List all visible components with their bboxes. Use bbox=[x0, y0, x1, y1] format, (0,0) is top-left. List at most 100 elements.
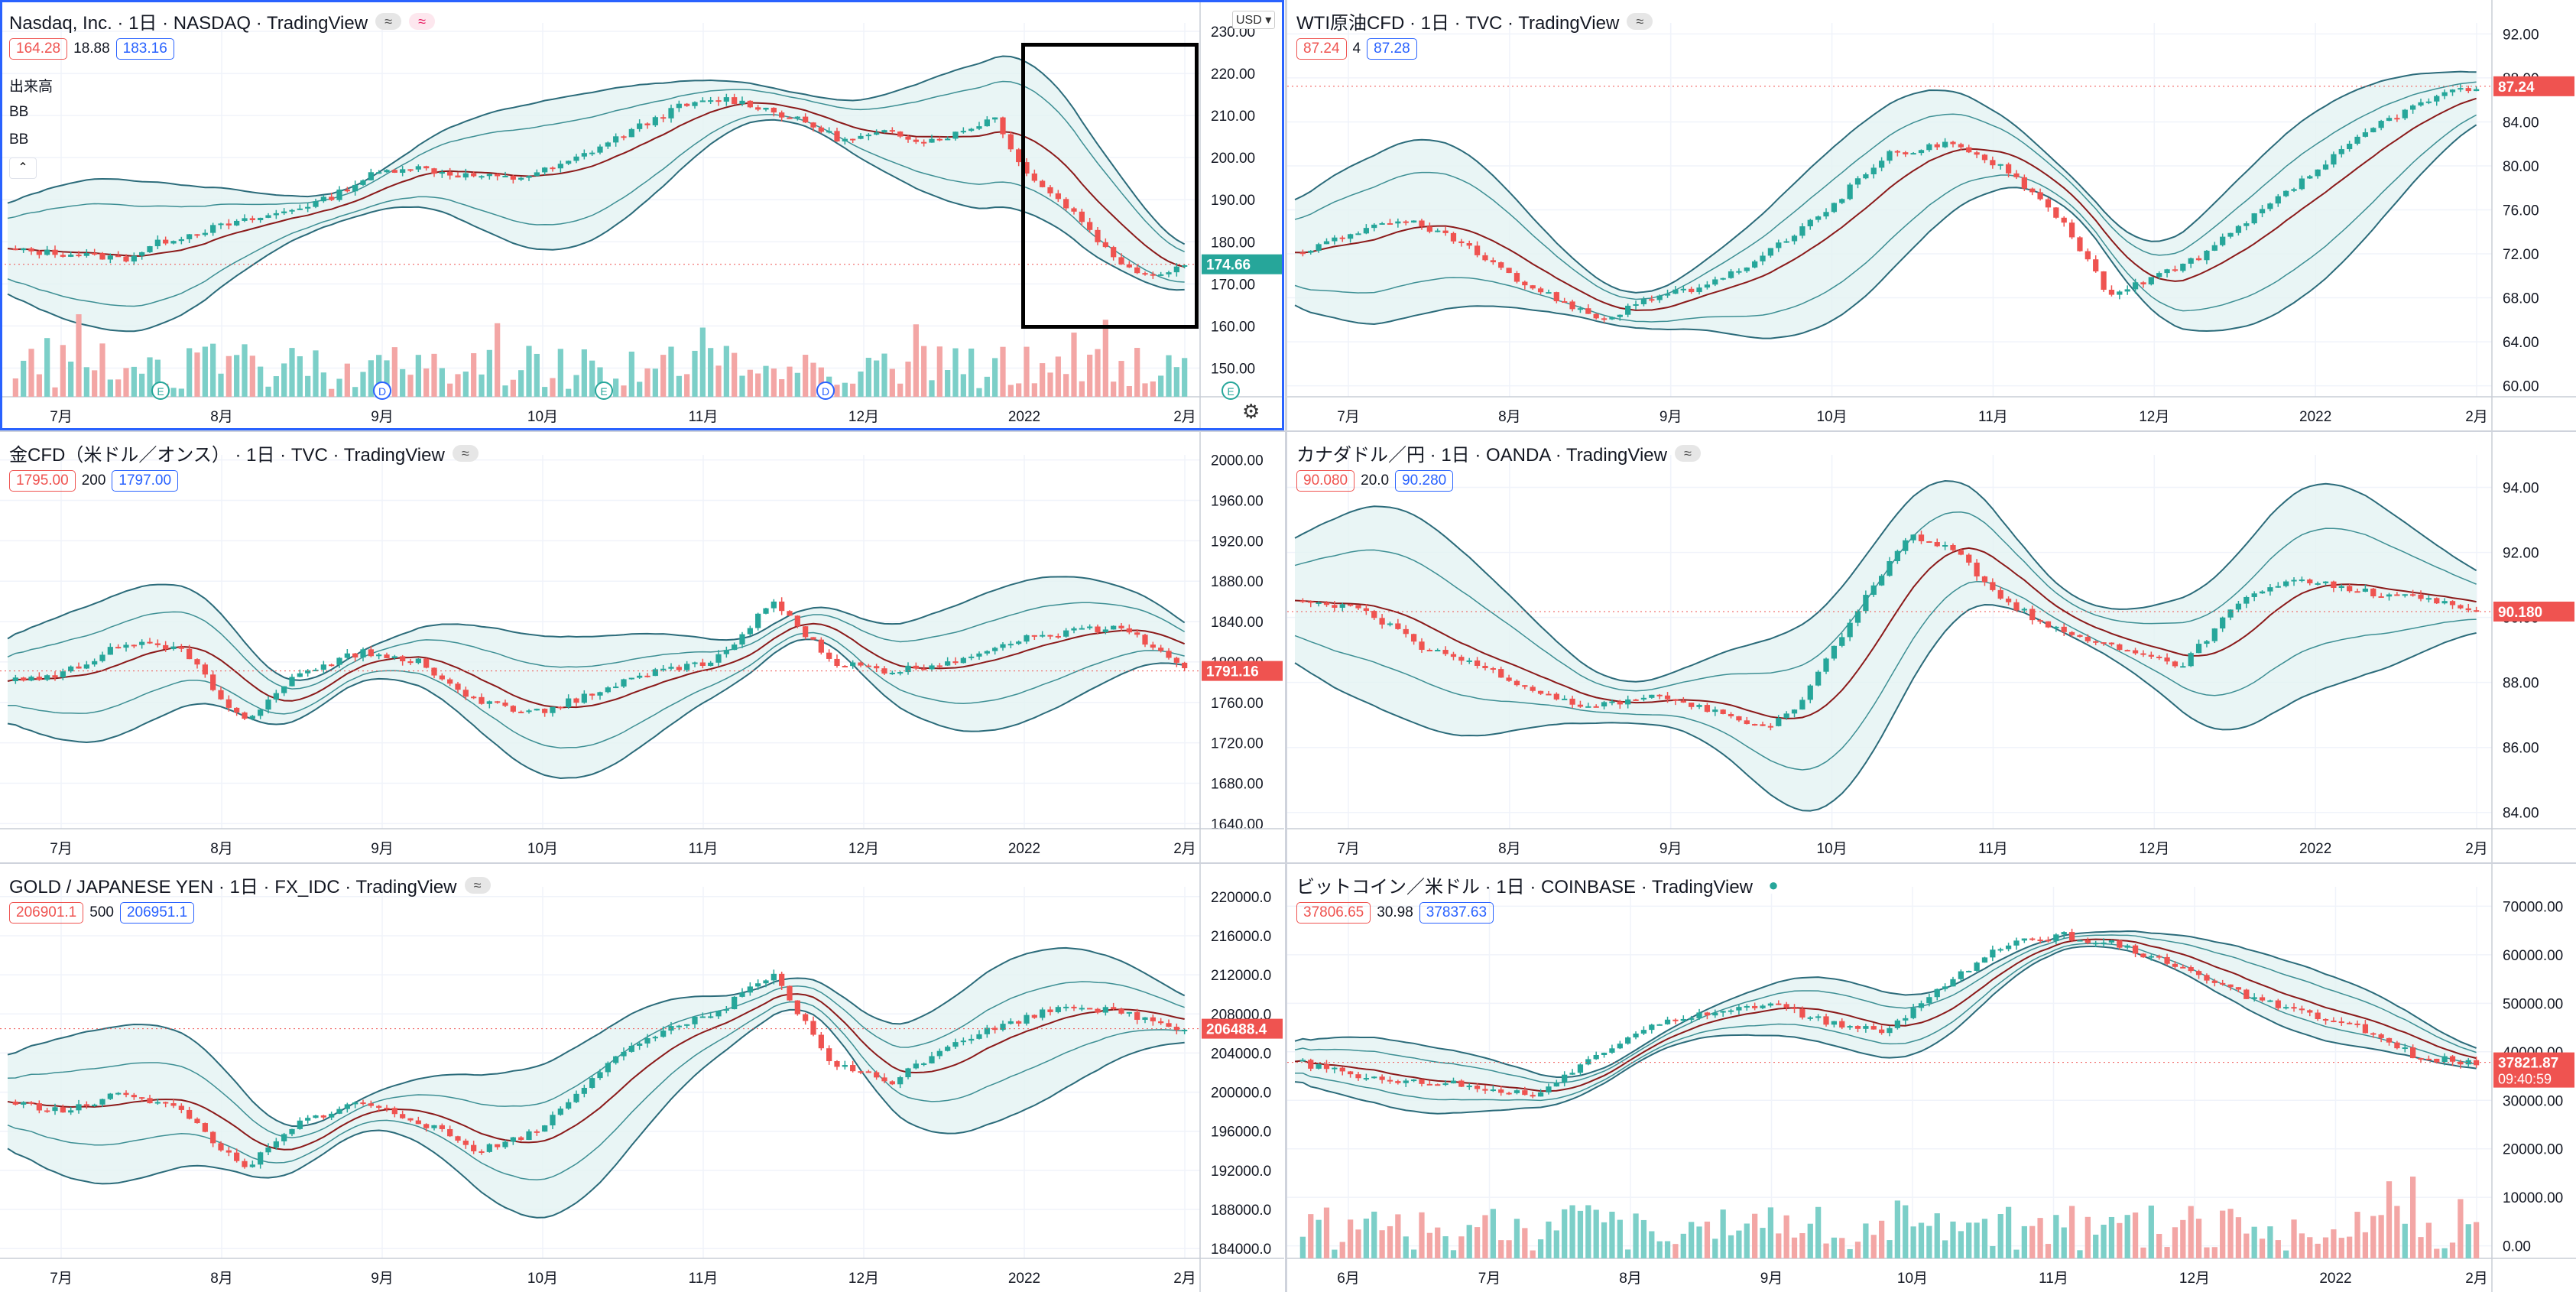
candle-body bbox=[1466, 1086, 1472, 1088]
candle-body bbox=[1339, 237, 1345, 239]
candle-body bbox=[305, 1118, 311, 1121]
btc-title[interactable]: ビットコイン／米ドル · 1日 · COINBASE · TradingView bbox=[1296, 877, 1753, 898]
volume-bar bbox=[889, 368, 895, 397]
chart-panel-gold[interactable]: 1640.001680.001720.001760.001800.001840.… bbox=[0, 432, 1284, 862]
indicator-bb-label[interactable]: BB bbox=[9, 131, 29, 148]
volume-bar bbox=[1134, 348, 1140, 397]
panel-divider-vertical[interactable] bbox=[1285, 0, 1287, 1292]
event-marker-icon[interactable]: D bbox=[816, 381, 835, 400]
buy-price[interactable]: 1797.00 bbox=[112, 470, 179, 492]
sell-price[interactable]: 206901.1 bbox=[9, 902, 84, 924]
gear-icon[interactable]: ⚙ bbox=[1242, 400, 1260, 423]
volume-bar bbox=[2235, 1217, 2242, 1258]
candle-body bbox=[479, 1151, 485, 1153]
cadjpy-title[interactable]: カナダドル／円 · 1日 · OANDA · TradingView bbox=[1296, 445, 1667, 466]
time-tick-label: 9月 bbox=[1659, 841, 1682, 857]
panel-divider-horizontal[interactable] bbox=[0, 862, 2576, 864]
candle-body bbox=[684, 103, 690, 106]
candle-body bbox=[526, 1131, 532, 1141]
btc-chart[interactable]: 0.0010000.0020000.0030000.0040000.005000… bbox=[1287, 864, 2576, 1292]
nasdaq-title[interactable]: Nasdaq, Inc. · 1日 · NASDAQ · TradingView bbox=[9, 13, 368, 34]
candle-body bbox=[1403, 628, 1409, 635]
volume-bar bbox=[1102, 320, 1108, 397]
candle-body bbox=[1593, 313, 1599, 319]
annotation-rectangle[interactable] bbox=[1021, 43, 1199, 329]
bb-inner-line bbox=[7, 114, 1185, 307]
candle-body bbox=[913, 139, 919, 142]
volume-bar bbox=[2338, 1238, 2344, 1258]
candle-body bbox=[1087, 222, 1093, 230]
panel-divider-horizontal[interactable] bbox=[0, 430, 2576, 432]
candle-body bbox=[936, 1050, 942, 1057]
volume-bar bbox=[486, 349, 492, 397]
candle-body bbox=[1095, 229, 1101, 242]
candle-body bbox=[1506, 1092, 1512, 1095]
volume-bar bbox=[1997, 1214, 2003, 1258]
currency-selector[interactable]: USD ▾ bbox=[1232, 11, 1276, 29]
candle-body bbox=[1680, 288, 1686, 291]
nasdaq-compare-icon[interactable]: ≈ bbox=[409, 12, 436, 30]
sell-price[interactable]: 1795.00 bbox=[9, 470, 76, 492]
candle-body bbox=[2394, 594, 2400, 596]
volume-bar bbox=[2140, 1247, 2146, 1258]
wti-title[interactable]: WTI原油CFD · 1日 · TVC · TradingView bbox=[1296, 13, 1620, 34]
goldjpy-eye-icon[interactable]: ≈ bbox=[464, 876, 491, 894]
nasdaq-chart[interactable]: 150.00 160.00 170.00 180.00 190.00 200.00 210.… bbox=[0, 0, 1284, 430]
chart-panel-wti[interactable]: 60.0064.0068.0072.0076.0080.0084.0088.00… bbox=[1287, 0, 2576, 430]
indicator-bb-label[interactable]: BB bbox=[9, 104, 29, 120]
buy-price[interactable]: 37837.63 bbox=[1419, 902, 1494, 924]
indicator-volume-label[interactable]: 出来高 bbox=[9, 79, 54, 95]
candle-body bbox=[676, 103, 682, 109]
candle-body bbox=[2220, 982, 2226, 985]
sell-price[interactable]: 90.080 bbox=[1296, 470, 1355, 492]
cadjpy-chart[interactable]: 84.0086.0088.0090.0092.0094.007月8月9月10月1… bbox=[1287, 432, 2576, 862]
candle-body bbox=[329, 196, 335, 200]
gold-chart[interactable]: 1640.001680.001720.001760.001800.001840.… bbox=[0, 432, 1284, 862]
chevron-up-icon[interactable]: ⌃ bbox=[9, 157, 37, 179]
time-tick-label: 2022 bbox=[2299, 841, 2331, 857]
sell-price[interactable]: 87.24 bbox=[1296, 38, 1347, 60]
candle-body bbox=[202, 1123, 208, 1132]
candle-body bbox=[178, 239, 184, 242]
candle-body bbox=[147, 1098, 153, 1104]
wti-eye-icon[interactable]: ≈ bbox=[1627, 12, 1653, 30]
candle-body bbox=[99, 253, 105, 260]
gold-eye-icon[interactable]: ≈ bbox=[452, 444, 479, 462]
candle-body bbox=[2204, 641, 2210, 644]
candle-body bbox=[881, 1077, 887, 1082]
candle-body bbox=[187, 648, 193, 660]
cadjpy-eye-icon[interactable]: ≈ bbox=[1675, 444, 1701, 462]
candle-body bbox=[1332, 605, 1338, 608]
candle-body bbox=[1332, 1067, 1338, 1070]
sell-price[interactable]: 37806.65 bbox=[1296, 902, 1371, 924]
time-tick-label: 2月 bbox=[2465, 1271, 2488, 1287]
candle-body bbox=[897, 1077, 904, 1085]
candle-body bbox=[1339, 604, 1345, 608]
candle-body bbox=[1633, 1033, 1639, 1037]
event-marker-icon[interactable]: E bbox=[595, 381, 613, 400]
candle-body bbox=[739, 634, 745, 645]
candle-body bbox=[423, 166, 430, 169]
chart-panel-cadjpy[interactable]: 84.0086.0088.0090.0092.0094.007月8月9月10月1… bbox=[1287, 432, 2576, 862]
buy-price[interactable]: 87.28 bbox=[1367, 38, 1417, 60]
buy-price[interactable]: 206951.1 bbox=[119, 902, 195, 924]
btc-quotes: 37806.65 30.98 37837.63 bbox=[1296, 902, 1494, 924]
goldjpy-chart[interactable]: 184000.0 188000.0 192000.0 196000.0 200000.0… bbox=[0, 864, 1284, 1292]
event-marker-icon[interactable]: E bbox=[151, 381, 170, 400]
wti-chart[interactable]: 60.0064.0068.0072.0076.0080.0084.0088.00… bbox=[1287, 0, 2576, 430]
candle-body bbox=[2029, 609, 2036, 621]
nasdaq-eye-icon[interactable]: ≈ bbox=[375, 12, 402, 30]
gold-title[interactable]: 金CFD（米ドル／オンス） · 1日 · TVC · TradingView bbox=[9, 445, 445, 466]
chart-panel-nasdaq[interactable]: 150.00 160.00 170.00 180.00 190.00 200.00 210.… bbox=[0, 0, 1284, 430]
buy-price[interactable]: 183.16 bbox=[115, 38, 174, 60]
chart-panel-btc[interactable]: 0.0010000.0020000.0030000.0040000.005000… bbox=[1287, 864, 2576, 1292]
chart-panel-goldjpy[interactable]: 184000.0 188000.0 192000.0 196000.0 200000.0… bbox=[0, 864, 1284, 1292]
sell-price[interactable]: 164.28 bbox=[9, 38, 68, 60]
goldjpy-title[interactable]: GOLD / JAPANESE YEN · 1日 · FX_IDC · Trad… bbox=[9, 877, 457, 898]
volume-bar bbox=[1395, 1214, 1401, 1258]
buy-price[interactable]: 90.280 bbox=[1395, 470, 1454, 492]
event-marker-icon[interactable]: D bbox=[373, 381, 391, 400]
candle-body bbox=[12, 248, 18, 251]
event-marker-icon[interactable]: E bbox=[1221, 381, 1240, 400]
candle-body bbox=[842, 665, 848, 667]
